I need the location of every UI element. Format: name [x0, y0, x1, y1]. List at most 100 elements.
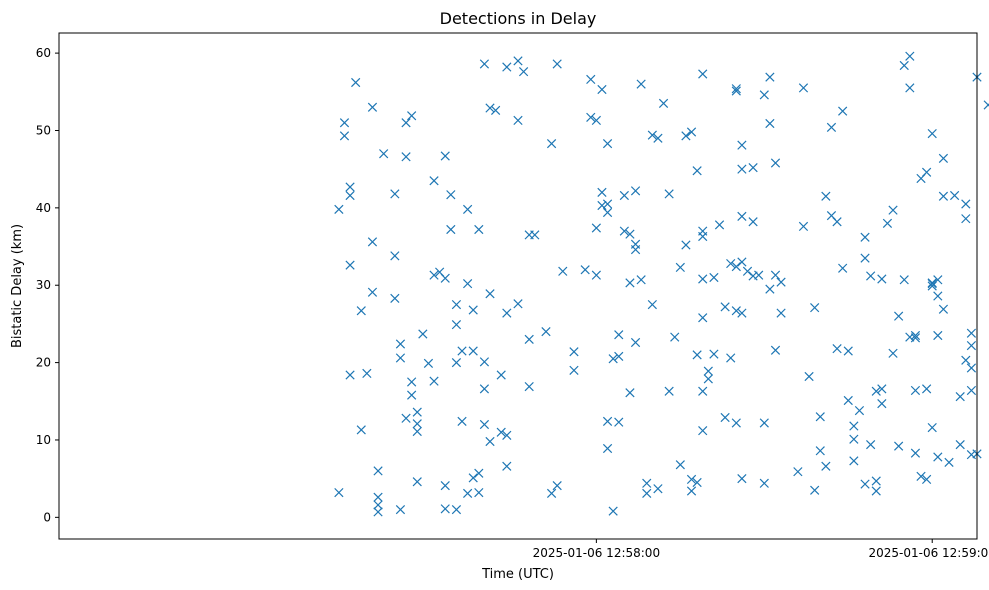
data-point	[440, 480, 450, 491]
data-point	[401, 413, 411, 423]
chart-title: Detections in Delay	[440, 9, 597, 28]
data-point	[832, 344, 842, 354]
data-point	[474, 468, 484, 478]
data-point	[395, 339, 406, 349]
data-point	[966, 385, 977, 396]
data-point	[905, 51, 915, 61]
data-point	[334, 487, 344, 498]
data-point	[681, 131, 691, 141]
data-point	[737, 211, 747, 221]
data-point	[608, 506, 618, 516]
data-point	[731, 262, 741, 272]
data-point	[692, 477, 702, 488]
data-point	[927, 422, 937, 433]
data-point	[916, 471, 926, 481]
data-point	[451, 504, 462, 515]
data-point	[776, 277, 786, 287]
y-tick-label: 50	[36, 123, 51, 137]
data-point	[698, 313, 708, 323]
data-point	[558, 266, 568, 276]
data-point	[810, 303, 820, 313]
data-point	[877, 398, 887, 409]
data-point	[407, 390, 417, 400]
data-point	[440, 273, 450, 283]
data-point	[552, 480, 562, 491]
data-point	[698, 69, 708, 79]
data-point	[602, 416, 613, 427]
data-point	[927, 279, 937, 289]
y-tick-label: 10	[36, 433, 51, 447]
data-point	[636, 275, 646, 285]
data-point	[921, 167, 932, 177]
data-point	[580, 265, 590, 275]
data-point	[709, 349, 719, 359]
data-point	[737, 257, 747, 267]
data-point	[373, 500, 383, 510]
data-point	[552, 59, 562, 69]
data-point	[490, 105, 501, 115]
data-point	[401, 152, 411, 162]
data-point	[860, 253, 870, 263]
data-point	[591, 223, 601, 233]
y-tick-label: 60	[36, 46, 51, 60]
data-point	[938, 191, 949, 201]
data-point	[647, 130, 657, 140]
data-point	[602, 207, 613, 218]
data-point	[703, 366, 713, 376]
data-point	[429, 270, 439, 280]
data-point	[754, 270, 764, 280]
data-point	[356, 306, 366, 316]
data-point	[894, 441, 904, 451]
data-point	[698, 426, 708, 436]
x-tick-label: 2025-01-06 12:58:00	[533, 546, 660, 560]
data-point	[910, 448, 921, 458]
data-point	[356, 425, 366, 435]
data-point	[804, 371, 814, 382]
data-point	[720, 302, 730, 312]
data-point	[686, 486, 697, 496]
data-point	[418, 329, 428, 339]
data-point	[479, 59, 490, 69]
data-point	[351, 77, 361, 88]
data-point	[653, 484, 663, 494]
data-point	[597, 200, 607, 211]
data-point	[675, 262, 685, 273]
data-point	[770, 345, 781, 355]
data-point	[770, 270, 781, 280]
data-point	[586, 112, 596, 122]
data-point	[759, 418, 769, 428]
y-axis-label: Bistatic Delay (km)	[10, 224, 25, 348]
data-point	[546, 139, 557, 149]
data-point	[462, 279, 473, 289]
data-point	[423, 358, 434, 368]
data-point	[502, 62, 512, 72]
data-point	[647, 299, 657, 310]
data-point	[910, 385, 921, 396]
data-point	[966, 328, 977, 338]
data-point	[407, 377, 417, 387]
data-point	[614, 417, 624, 427]
data-point	[765, 284, 775, 294]
data-point	[446, 190, 456, 200]
data-point	[412, 407, 422, 417]
data-point	[513, 115, 523, 126]
data-point	[518, 67, 529, 77]
data-point	[502, 461, 512, 471]
plot-area-frame	[58, 32, 978, 540]
data-point	[591, 115, 601, 126]
data-point	[642, 488, 652, 498]
data-point	[871, 486, 881, 496]
data-point	[692, 166, 702, 176]
data-point	[412, 426, 422, 437]
y-tick-label: 0	[43, 510, 51, 524]
data-point	[345, 370, 355, 380]
data-point	[933, 291, 943, 301]
data-point	[681, 240, 691, 250]
data-point	[474, 487, 484, 498]
data-point	[821, 191, 831, 201]
data-point	[748, 162, 758, 173]
data-point	[586, 74, 596, 85]
data-point	[546, 488, 557, 498]
data-point	[748, 217, 758, 227]
